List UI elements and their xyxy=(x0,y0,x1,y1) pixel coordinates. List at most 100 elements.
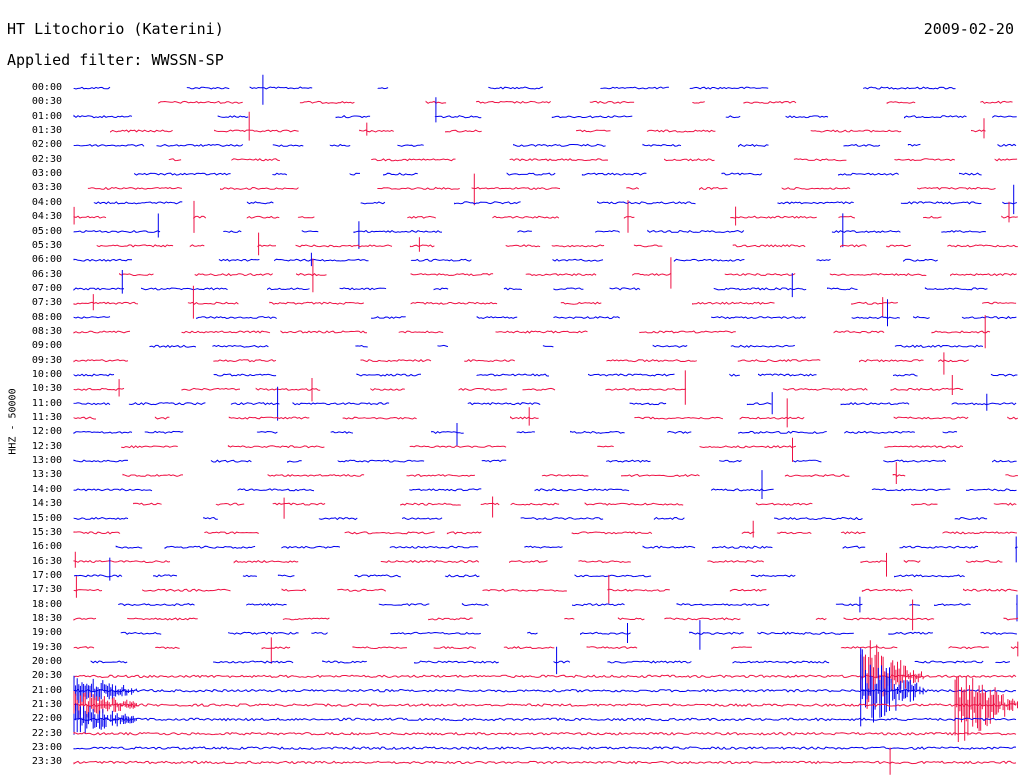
trace-row xyxy=(73,648,1017,727)
row-time-label: 01:00 xyxy=(31,110,62,122)
row-time-label: 13:00 xyxy=(31,455,62,467)
row-time-label: 05:30 xyxy=(31,239,62,251)
trace-row xyxy=(73,574,1018,604)
row-time-label: 04:00 xyxy=(31,196,62,208)
trace-row xyxy=(73,143,1017,148)
row-time-label: 23:00 xyxy=(31,742,62,754)
row-time-label: 06:00 xyxy=(31,254,62,266)
trace-row xyxy=(73,370,964,405)
trace-row xyxy=(73,352,969,375)
row-time-label: 12:00 xyxy=(31,426,62,438)
trace-row xyxy=(73,373,1018,377)
row-time-label: 01:30 xyxy=(31,125,62,137)
row-time-label: 17:30 xyxy=(31,584,62,596)
trace-row xyxy=(115,536,1018,563)
row-time-label: 07:30 xyxy=(31,297,62,309)
row-time-label: 23:30 xyxy=(31,756,62,768)
trace-row xyxy=(73,74,956,105)
trace-row xyxy=(93,184,1017,215)
trace-row xyxy=(90,646,1011,675)
row-time-label: 18:00 xyxy=(31,598,62,610)
trace-row xyxy=(73,551,1003,577)
trace-row xyxy=(168,158,1018,162)
filter-label: Applied filter: WWSSN-SP xyxy=(7,51,224,69)
trace-row xyxy=(134,172,982,176)
row-time-label: 15:30 xyxy=(31,526,62,538)
trace-row xyxy=(73,637,1019,664)
trace-row xyxy=(73,470,1017,499)
row-time-label: 09:30 xyxy=(31,354,62,366)
row-time-label: 19:00 xyxy=(31,627,62,639)
trace-row xyxy=(73,386,1017,421)
row-time-label: 10:00 xyxy=(31,369,62,380)
row-time-label: 09:00 xyxy=(31,340,62,352)
row-time-label: 14:00 xyxy=(31,483,62,495)
trace-row xyxy=(73,97,1017,123)
station-title: HT Litochorio (Katerini) xyxy=(7,20,224,38)
row-time-label: 08:30 xyxy=(31,325,62,337)
trace-row xyxy=(119,257,1017,293)
trace-row xyxy=(73,703,1017,735)
row-time-label: 17:00 xyxy=(31,569,62,581)
trace-row xyxy=(73,285,1017,319)
trace-row xyxy=(158,100,1013,105)
trace-row xyxy=(73,299,1017,327)
row-time-label: 20:00 xyxy=(31,656,62,667)
trace-row xyxy=(122,462,1018,484)
row-time-label: 07:00 xyxy=(31,282,62,294)
row-time-label: 06:30 xyxy=(31,268,62,280)
trace-row xyxy=(110,111,986,141)
row-time-label: 05:00 xyxy=(31,225,62,237)
trace-row xyxy=(73,315,991,349)
trace-row xyxy=(73,213,986,249)
row-time-label: 13:30 xyxy=(31,469,62,481)
trace-row xyxy=(73,252,938,267)
row-time-label: 21:30 xyxy=(31,699,62,711)
trace-row xyxy=(73,398,1019,428)
row-time-label: 20:30 xyxy=(31,670,62,682)
row-time-label: 12:30 xyxy=(31,440,62,452)
row-time-label: 03:30 xyxy=(31,182,62,194)
trace-row xyxy=(73,200,1018,233)
trace-row xyxy=(73,459,1017,463)
trace-row xyxy=(133,496,1017,519)
row-time-label: 11:00 xyxy=(31,397,62,409)
trace-row xyxy=(96,232,1018,256)
trace-row xyxy=(149,344,984,348)
row-time-label: 03:00 xyxy=(31,168,62,180)
row-time-label: 11:30 xyxy=(31,412,62,424)
trace-row xyxy=(87,173,996,206)
record-date: 2009-02-20 xyxy=(923,20,1014,38)
row-time-label: 21:00 xyxy=(31,684,62,696)
trace-row xyxy=(73,599,1019,631)
trace-row xyxy=(121,437,964,462)
row-time-label: 16:00 xyxy=(31,541,62,553)
row-time-label: 02:30 xyxy=(31,153,62,165)
trace-row xyxy=(73,423,958,446)
trace-row xyxy=(118,594,1018,622)
trace-row xyxy=(120,620,1017,650)
row-time-label: 10:30 xyxy=(31,383,62,395)
trace-row xyxy=(73,270,988,298)
row-time-label: 22:30 xyxy=(31,727,62,739)
row-time-label: 18:30 xyxy=(31,612,62,624)
row-time-label: 22:00 xyxy=(31,713,62,725)
row-time-label: 02:00 xyxy=(31,139,62,151)
trace-row xyxy=(73,746,1017,750)
row-time-label: 04:30 xyxy=(31,211,62,223)
trace-row xyxy=(73,731,1017,736)
row-time-label: 00:30 xyxy=(31,96,62,108)
row-time-label: 16:30 xyxy=(31,555,62,567)
trace-row xyxy=(73,557,965,581)
trace-row xyxy=(73,520,1017,538)
row-time-label: 15:00 xyxy=(31,512,62,524)
row-time-label: 19:30 xyxy=(31,641,62,653)
trace-row xyxy=(73,675,1018,742)
row-time-label: 00:00 xyxy=(31,82,62,93)
trace-row xyxy=(73,516,988,521)
row-time-label: 14:30 xyxy=(31,498,62,510)
trace-row xyxy=(73,747,1017,775)
row-time-label: 08:00 xyxy=(31,311,62,323)
